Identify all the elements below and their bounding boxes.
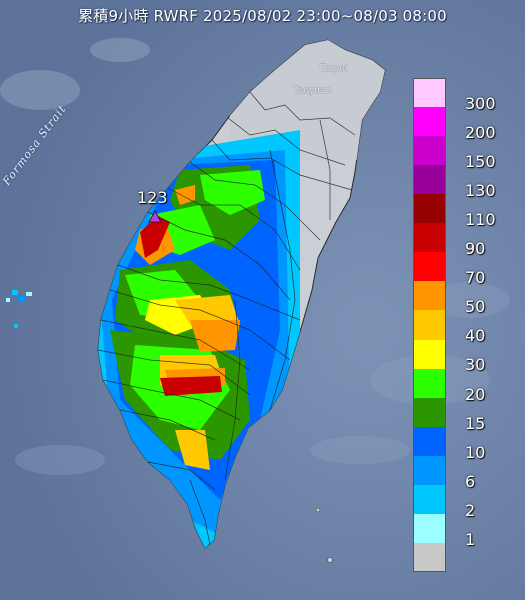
legend-swatch <box>413 339 446 369</box>
boundary-lines <box>97 91 356 546</box>
legend-label: 200 <box>465 123 496 143</box>
legend-swatch <box>413 223 446 253</box>
legend-label: 300 <box>465 93 496 113</box>
legend-label: 40 <box>465 326 486 346</box>
legend-item: 15 <box>413 397 513 433</box>
legend-swatch <box>413 426 446 456</box>
legend-item: 6 <box>413 455 513 491</box>
legend-item: 110 <box>413 194 513 229</box>
legend-label: 150 <box>465 152 496 172</box>
max-rainfall-value: 123 <box>137 188 168 207</box>
legend-swatch <box>413 252 446 282</box>
legend-swatch <box>413 542 446 572</box>
legend-item: 30 <box>413 339 513 374</box>
legend-label: 6 <box>465 471 476 491</box>
legend-swatch <box>413 281 446 311</box>
legend-swatch <box>413 78 446 108</box>
penghu-rain <box>6 290 32 328</box>
legend-item: 300 <box>413 78 513 113</box>
taoyuan-label: Taoyuan <box>293 86 332 96</box>
legend-swatch <box>413 397 446 427</box>
legend-label: 10 <box>465 442 486 462</box>
color-legend: 300 200 150 130 110 90 70 50 40 30 20 15 10 6 2 1 <box>413 78 513 572</box>
legend-item: 70 <box>413 252 513 287</box>
taipei-label: Taipei <box>320 64 348 74</box>
legend-item: 2 <box>413 484 513 520</box>
legend-swatch <box>413 107 446 137</box>
legend-label: 110 <box>465 210 496 230</box>
legend-swatch <box>413 368 446 398</box>
legend-label: 130 <box>465 181 496 201</box>
legend-item: 20 <box>413 368 513 404</box>
legend-item: 200 <box>413 107 513 142</box>
legend-label: 2 <box>465 500 476 520</box>
legend-label: 90 <box>465 239 486 259</box>
legend-swatch <box>413 310 446 340</box>
legend-swatch <box>413 455 446 485</box>
legend-label: 70 <box>465 268 486 288</box>
legend-item: 90 <box>413 223 513 258</box>
legend-item <box>413 542 513 572</box>
legend-item: 130 <box>413 165 513 200</box>
legend-swatch <box>413 136 446 166</box>
map-title: 累積9小時 RWRF 2025/08/02 23:00~08/03 08:00 <box>78 7 447 25</box>
orchid-island <box>327 557 333 563</box>
legend-swatch <box>413 484 446 514</box>
legend-item: 1 <box>413 513 513 549</box>
triangle-marker-icon <box>148 210 162 223</box>
legend-item: 150 <box>413 136 513 171</box>
legend-label: 50 <box>465 297 486 317</box>
legend-label: 1 <box>465 529 476 549</box>
legend-label: 20 <box>465 384 486 404</box>
legend-item: 50 <box>413 281 513 316</box>
legend-swatch <box>413 194 446 224</box>
legend-item: 10 <box>413 426 513 462</box>
legend-swatch <box>413 165 446 195</box>
legend-swatch <box>413 513 446 543</box>
green-island <box>315 507 321 513</box>
legend-item: 40 <box>413 310 513 345</box>
legend-label: 30 <box>465 355 486 375</box>
legend-label: 15 <box>465 413 486 433</box>
